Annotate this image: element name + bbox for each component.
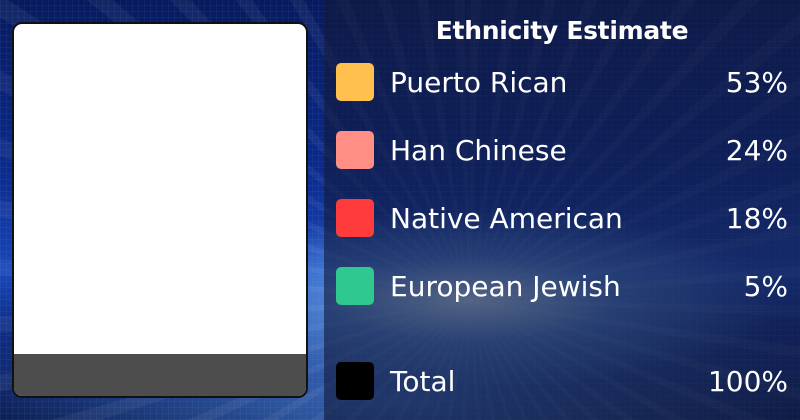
photo-placeholder bbox=[12, 22, 308, 398]
legend-total-swatch bbox=[336, 362, 374, 400]
legend-label: Native American bbox=[390, 201, 623, 235]
legend-row: Native American 18% bbox=[336, 198, 788, 238]
legend-label: Han Chinese bbox=[390, 133, 567, 167]
legend-total-label: Total bbox=[390, 364, 456, 398]
legend-value: 53% bbox=[725, 65, 788, 99]
legend-value: 24% bbox=[725, 133, 788, 167]
legend-total-row: Total 100% bbox=[336, 361, 788, 401]
ethnicity-panel: Ethnicity Estimate Puerto Rican 53% Han … bbox=[324, 0, 800, 420]
legend-label: Puerto Rican bbox=[390, 65, 568, 99]
panel-title: Ethnicity Estimate bbox=[435, 16, 689, 45]
legend-total-value: 100% bbox=[707, 364, 788, 398]
legend-swatch bbox=[336, 199, 374, 237]
legend-swatch bbox=[336, 267, 374, 305]
legend-value: 5% bbox=[743, 269, 788, 303]
legend-label: European Jewish bbox=[390, 269, 621, 303]
legend-row: Han Chinese 24% bbox=[336, 130, 788, 170]
legend-swatch bbox=[336, 131, 374, 169]
legend-row: Puerto Rican 53% bbox=[336, 62, 788, 102]
legend-value: 18% bbox=[725, 201, 788, 235]
legend-row: European Jewish 5% bbox=[336, 266, 788, 306]
photo-caption-bar bbox=[14, 354, 306, 396]
legend-swatch bbox=[336, 63, 374, 101]
